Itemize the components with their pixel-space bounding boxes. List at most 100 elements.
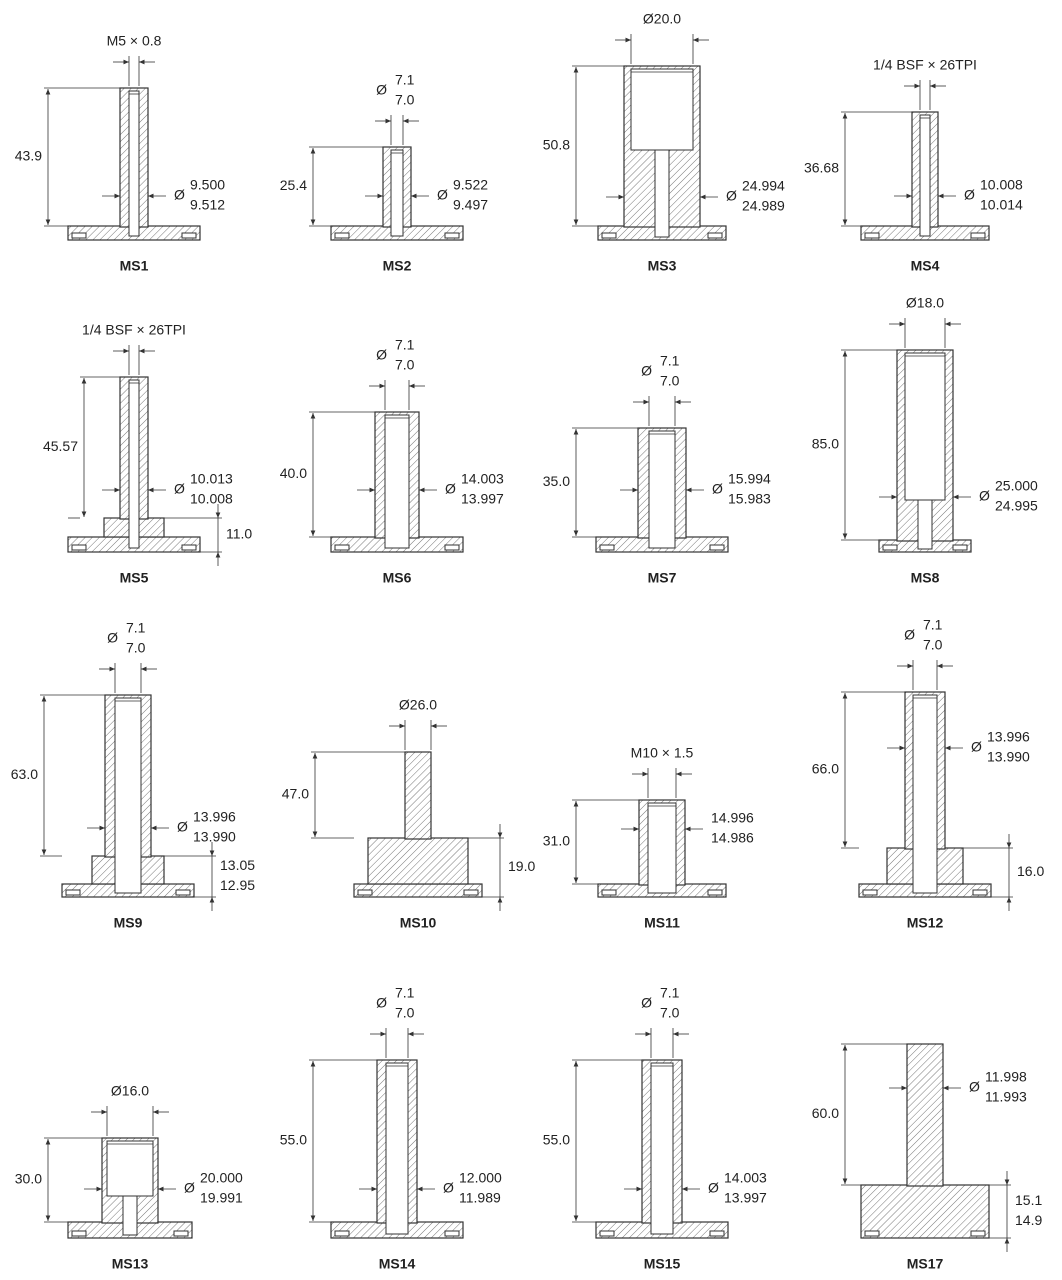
flange-notch [882, 544, 898, 551]
flange-notch [334, 232, 350, 239]
height-label: 45.57 [43, 438, 78, 454]
bore [650, 1062, 674, 1235]
part-label: MS1 [120, 258, 149, 274]
tol-upper: 7.1 [395, 72, 415, 88]
side-label: 11.0 [226, 526, 252, 542]
part-label: MS15 [644, 1256, 681, 1272]
tol-upper: 10.008 [980, 177, 1023, 193]
height-label: 63.0 [11, 766, 38, 782]
tol-upper: 9.500 [190, 177, 225, 193]
tol-upper: 13.996 [987, 729, 1030, 745]
bore [919, 114, 931, 237]
flange-notch [709, 1230, 725, 1237]
part-label: MS10 [400, 915, 437, 931]
height-label: 47.0 [282, 786, 309, 802]
dia-symbol: Ø [641, 995, 652, 1011]
flange-notch [970, 232, 986, 239]
height-label: 31.0 [543, 833, 570, 849]
part-label: MS9 [114, 915, 143, 931]
flange-notch [707, 232, 723, 239]
height-label: 30.0 [15, 1171, 42, 1187]
flange-notch [173, 1230, 189, 1237]
flange-notch [357, 889, 373, 896]
part-label: MS4 [911, 258, 940, 274]
height-label: 40.0 [280, 465, 307, 481]
tol-upper: 7.1 [660, 985, 680, 1001]
top-label: M5 × 0.8 [107, 33, 162, 49]
flange [860, 1184, 990, 1239]
tol-lower: 13.990 [987, 749, 1030, 765]
dia-symbol: Ø [969, 1079, 980, 1095]
top-label: Ø16.0 [111, 1083, 149, 1099]
bore [630, 68, 694, 151]
flange-notch [864, 232, 880, 239]
tol-lower: 14.9 [1015, 1212, 1042, 1228]
part-label: MS14 [379, 1256, 416, 1272]
tol-upper: 13.05 [220, 857, 255, 873]
flange-notch [952, 544, 968, 551]
flange-notch [444, 1230, 460, 1237]
tol-lower: 13.990 [193, 829, 236, 845]
tol-upper: 9.522 [453, 177, 488, 193]
height-label: 55.0 [280, 1132, 307, 1148]
flange-notch [181, 232, 197, 239]
flange-notch [709, 544, 725, 551]
tol-upper: 7.1 [126, 620, 146, 636]
dia-symbol: Ø [708, 1180, 719, 1196]
shaft [404, 751, 432, 840]
height-label: 55.0 [543, 1132, 570, 1148]
top-label: 1/4 BSF × 26TPI [873, 57, 977, 73]
tol-upper: 20.000 [200, 1170, 243, 1186]
flange-notch [444, 544, 460, 551]
dia-symbol: Ø [184, 1180, 195, 1196]
flange-notch [334, 1230, 350, 1237]
tol-lower: 11.989 [459, 1190, 501, 1206]
tol-lower: 10.008 [190, 491, 233, 507]
flange-notch [71, 1230, 87, 1237]
tol-lower: 13.997 [724, 1190, 767, 1206]
flange-notch [181, 544, 197, 551]
bore [648, 430, 676, 549]
tol-lower: 12.95 [220, 877, 255, 893]
part-label: MS7 [648, 570, 677, 586]
flange-notch [599, 544, 615, 551]
height-label: 43.9 [15, 148, 42, 164]
dia-symbol: Ø [443, 1180, 454, 1196]
flange-notch [972, 889, 988, 896]
part-label: MS12 [907, 915, 944, 931]
bore [384, 414, 410, 549]
dia-symbol: Ø [107, 630, 118, 646]
dia-symbol: Ø [726, 188, 737, 204]
dia-symbol: Ø [174, 187, 185, 203]
flange-notch [65, 889, 81, 896]
tol-lower: 7.0 [923, 637, 943, 653]
bore [106, 1140, 154, 1197]
tol-upper: 14.003 [461, 471, 504, 487]
part-label: MS17 [907, 1256, 944, 1272]
tol-lower: 9.497 [453, 197, 488, 213]
tol-lower: 19.991 [200, 1190, 243, 1206]
tol-upper: 24.994 [742, 178, 785, 194]
part-label: MS6 [383, 570, 412, 586]
height-label: 25.4 [280, 177, 307, 193]
tol-lower: 11.993 [985, 1089, 1027, 1105]
height-label: 66.0 [812, 761, 839, 777]
flange-notch [175, 889, 191, 896]
tol-lower: 7.0 [395, 92, 415, 108]
flange-notch [864, 1230, 880, 1237]
top-label: 1/4 BSF × 26TPI [82, 322, 186, 338]
dia-symbol: Ø [904, 627, 915, 643]
tol-lower: 24.989 [742, 198, 785, 214]
flange-notch [444, 232, 460, 239]
tol-lower: 7.0 [395, 1005, 415, 1021]
tol-upper: 11.998 [985, 1069, 1027, 1085]
bore [912, 694, 938, 894]
height-label: 50.8 [543, 137, 570, 153]
tol-lower: 7.0 [660, 1005, 680, 1021]
dia-symbol: Ø [376, 82, 387, 98]
flange-notch [599, 1230, 615, 1237]
tol-lower: 7.0 [126, 640, 146, 656]
bore [122, 1195, 138, 1236]
dia-symbol: Ø [376, 995, 387, 1011]
